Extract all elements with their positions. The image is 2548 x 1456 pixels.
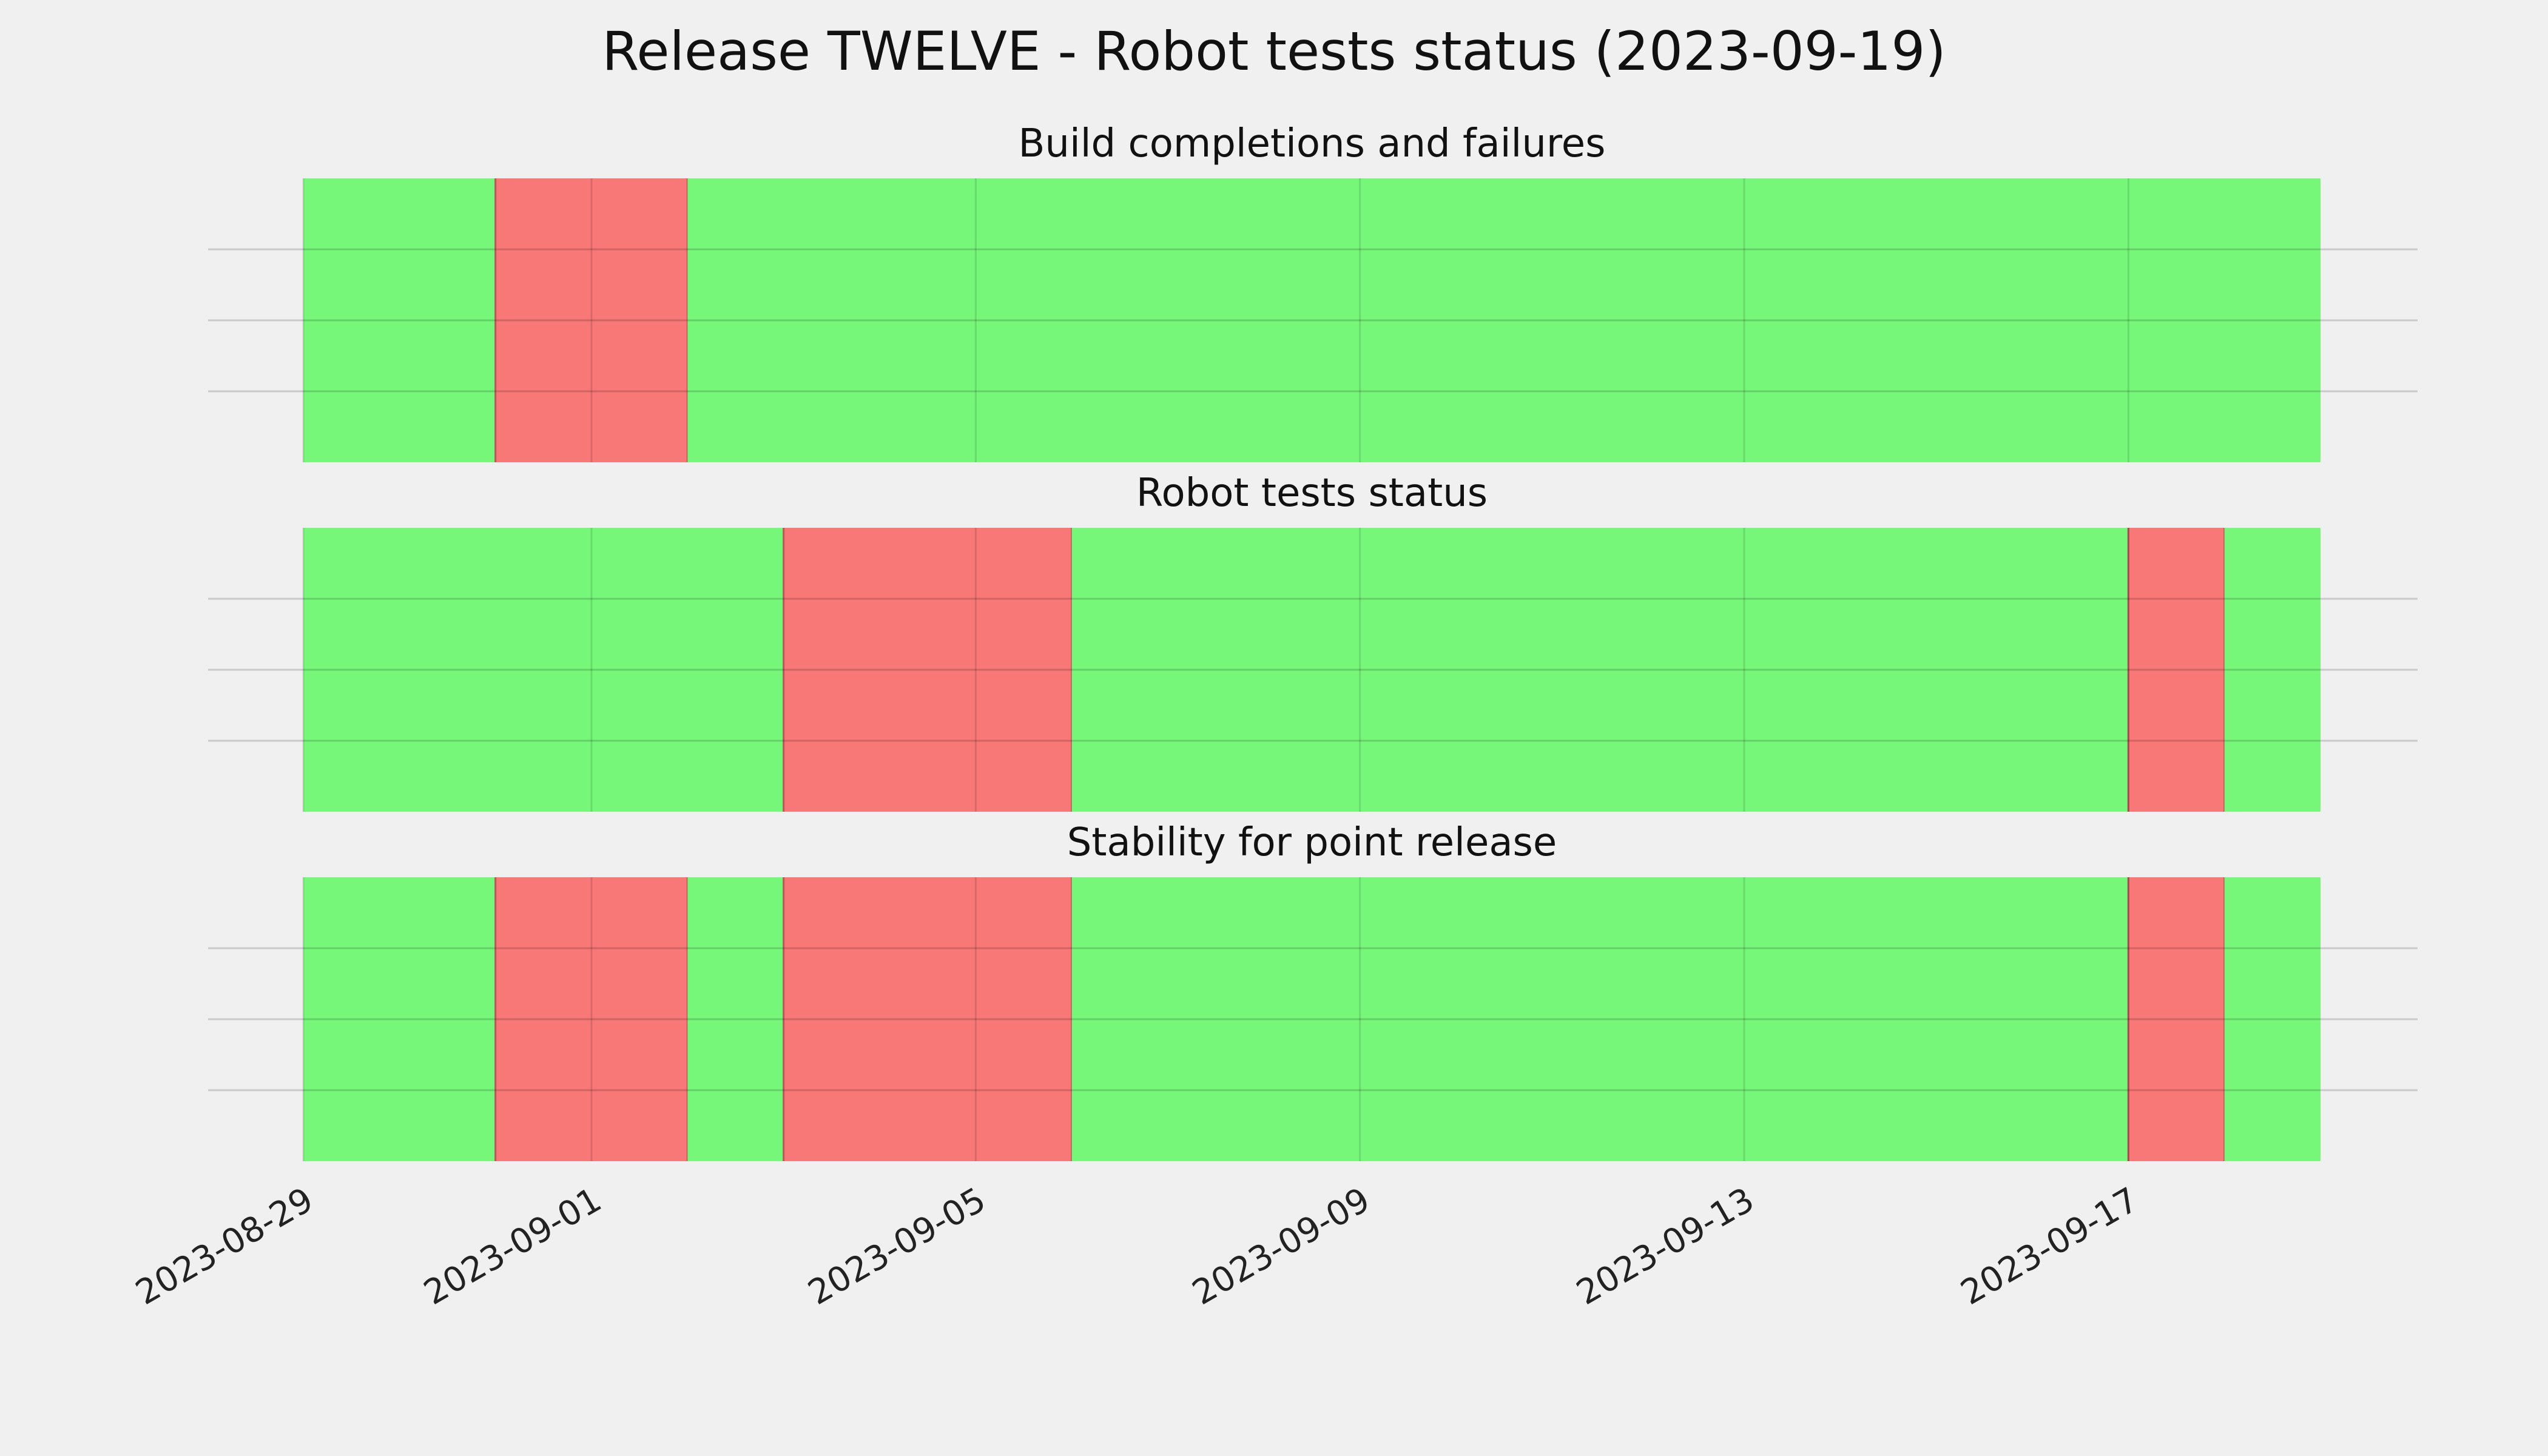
- status-segment-fail: [783, 877, 1072, 1161]
- status-segment-fail: [2128, 528, 2225, 812]
- status-segment-pass: [2224, 877, 2320, 1161]
- panels-group: Build completions and failures Robot test…: [208, 121, 2418, 1161]
- panel-1: Build completions and failures: [208, 121, 2418, 462]
- status-segment-pass: [687, 178, 2320, 462]
- status-segment-pass: [303, 877, 496, 1161]
- status-segment-pass: [303, 178, 496, 462]
- status-segment-fail: [495, 178, 688, 462]
- panel-title: Build completions and failures: [1019, 121, 1606, 166]
- status-segment-pass: [303, 528, 784, 812]
- status-segment-pass: [687, 877, 784, 1161]
- panel-title: Robot tests status: [1136, 471, 1488, 516]
- status-segment-fail: [783, 528, 1072, 812]
- status-segment-pass: [1071, 528, 2129, 812]
- status-segment-fail: [2128, 877, 2225, 1161]
- panel-2: Robot tests status: [208, 471, 2418, 812]
- panel-title: Stability for point release: [1067, 820, 1557, 865]
- status-segment-fail: [495, 877, 688, 1161]
- chart-title: Release TWELVE - Robot tests status (202…: [602, 20, 1946, 83]
- panel-3: Stability for point release: [208, 820, 2418, 1161]
- status-segment-pass: [1071, 877, 2129, 1161]
- status-segment-pass: [2224, 528, 2320, 812]
